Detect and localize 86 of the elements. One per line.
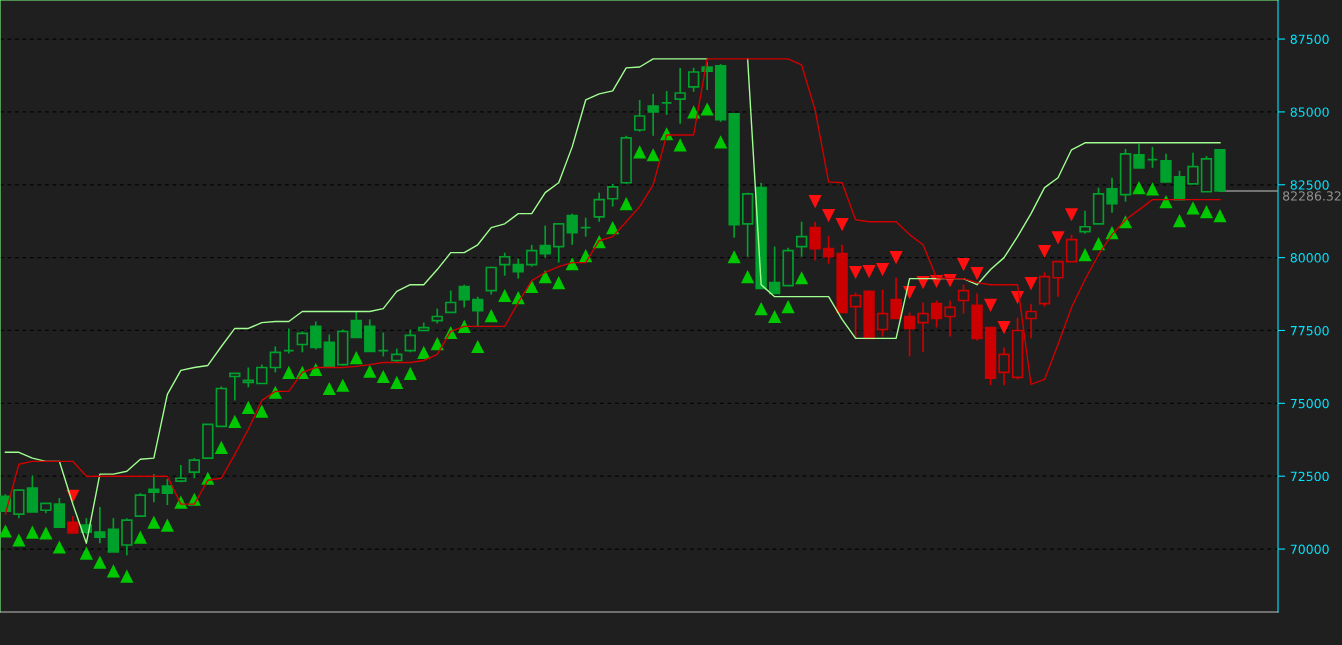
candlestick	[377, 331, 389, 358]
candlestick	[553, 222, 565, 264]
ref-line-label: 82286.32	[1283, 191, 1341, 201]
point	[1051, 231, 1065, 245]
candlestick	[849, 291, 862, 340]
candlestick	[350, 310, 362, 339]
candlestick	[930, 299, 943, 329]
point	[808, 195, 822, 209]
y-tick-label: 80000	[1290, 253, 1329, 263]
y-tick-label: 72500	[1290, 471, 1329, 482]
candlestick	[283, 327, 295, 355]
candlestick	[1106, 176, 1118, 214]
candlestick	[472, 295, 484, 328]
candlestick	[107, 517, 120, 553]
candlestick	[944, 299, 956, 338]
y-tick-label: 70000	[1290, 544, 1329, 554]
candlestick	[256, 363, 268, 385]
candlestick	[1160, 153, 1172, 183]
y-tick-label: 82500	[1290, 180, 1329, 190]
candlestick	[957, 283, 970, 315]
candlestick	[134, 492, 147, 517]
y-tick-label: 77500	[1290, 325, 1329, 336]
candlestick	[53, 497, 66, 529]
candlestick	[310, 320, 322, 351]
candlestick	[701, 61, 713, 91]
candlestick	[768, 245, 781, 295]
candlestick	[1133, 143, 1145, 169]
candlestick	[1025, 302, 1037, 340]
point	[997, 320, 1011, 335]
candlestick	[188, 457, 201, 480]
candlestick	[660, 90, 673, 116]
candlestick	[526, 243, 538, 268]
candlestick	[1052, 260, 1064, 298]
point	[835, 218, 849, 232]
candlestick	[647, 93, 659, 137]
point	[862, 265, 876, 279]
candlestick	[876, 288, 889, 338]
y-tick-label: 75000	[1290, 398, 1329, 409]
y-tick-label: 85000	[1290, 107, 1329, 117]
candlestick	[485, 265, 497, 296]
candlestick	[229, 372, 241, 402]
candlestick	[404, 328, 416, 354]
candlestick	[809, 220, 821, 262]
candlestick	[795, 220, 808, 258]
candlestick	[903, 311, 916, 358]
candlestick	[674, 67, 686, 125]
candlestick	[593, 191, 605, 223]
candlestick	[1187, 151, 1199, 185]
point	[1024, 276, 1038, 291]
candlestick	[161, 478, 174, 506]
candlestick	[998, 346, 1010, 387]
point	[822, 209, 836, 223]
candlestick	[687, 67, 700, 93]
candlestick	[606, 183, 619, 208]
point	[1037, 244, 1052, 259]
candlestick	[26, 474, 39, 513]
point	[876, 262, 890, 277]
candlestick	[822, 234, 835, 265]
point	[889, 251, 903, 265]
point	[1064, 208, 1079, 222]
candlestick	[1146, 146, 1159, 169]
candlestick	[269, 345, 281, 374]
point	[956, 258, 971, 272]
candlestick	[890, 276, 902, 320]
candlestick	[242, 366, 255, 389]
point	[983, 298, 998, 312]
candlestick	[1079, 209, 1091, 235]
candlestick	[445, 289, 457, 314]
candlestick	[917, 301, 929, 354]
candlestick	[13, 489, 25, 519]
y-tick-label: 87500	[1290, 34, 1329, 44]
candlestick	[148, 473, 160, 503]
candlestick	[512, 257, 524, 280]
candlestick	[580, 216, 592, 238]
candlestick	[566, 212, 578, 246]
candlestick	[458, 283, 470, 309]
point	[849, 265, 863, 280]
candlestick	[539, 224, 551, 259]
point	[970, 267, 984, 281]
candlestick	[323, 333, 335, 368]
candlestick	[94, 506, 106, 545]
candlestick	[1173, 169, 1186, 201]
candlestick	[633, 99, 646, 133]
candlestick	[499, 251, 511, 277]
candlestick	[1065, 233, 1078, 263]
candlestick	[296, 330, 308, 354]
